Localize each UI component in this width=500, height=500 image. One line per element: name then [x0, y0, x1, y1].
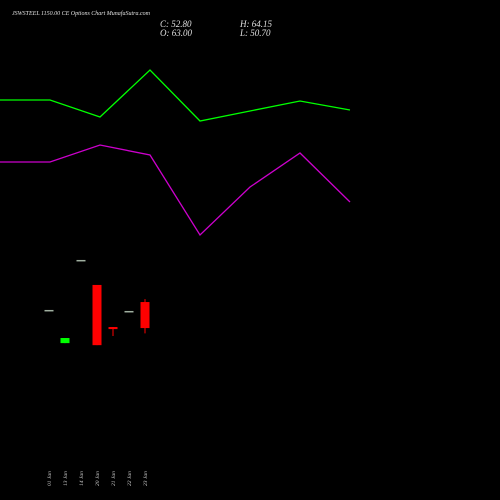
- candle-body: [60, 338, 70, 344]
- chart-title: JSWSTEEL 1150.00 CE Options Chart Munafa…: [12, 10, 151, 17]
- line-series: [0, 69, 351, 122]
- x-tick-label: 14 Jan: [78, 471, 85, 486]
- candle-body: [92, 284, 102, 346]
- line-series: [0, 144, 351, 237]
- x-tick-label: 21 Jan: [111, 471, 117, 486]
- open-label: O: 63.00: [160, 28, 192, 38]
- candle-body: [140, 302, 150, 329]
- x-tick-label: 22 Jan: [127, 471, 133, 486]
- candle-body: [76, 259, 86, 262]
- x-tick-label: 13 Jan: [63, 471, 69, 486]
- candle-body: [44, 309, 54, 312]
- high-label: H: 64.15: [239, 19, 272, 29]
- x-tick-label: 20 Jan: [95, 471, 101, 486]
- x-tick-label: 01 Jan: [47, 471, 53, 486]
- low-label: L: 50.70: [239, 28, 271, 38]
- candle-body: [108, 327, 118, 330]
- close-label: C: 52.80: [160, 19, 192, 29]
- candle-body: [124, 310, 134, 313]
- x-tick-label: 23 Jan: [143, 471, 149, 486]
